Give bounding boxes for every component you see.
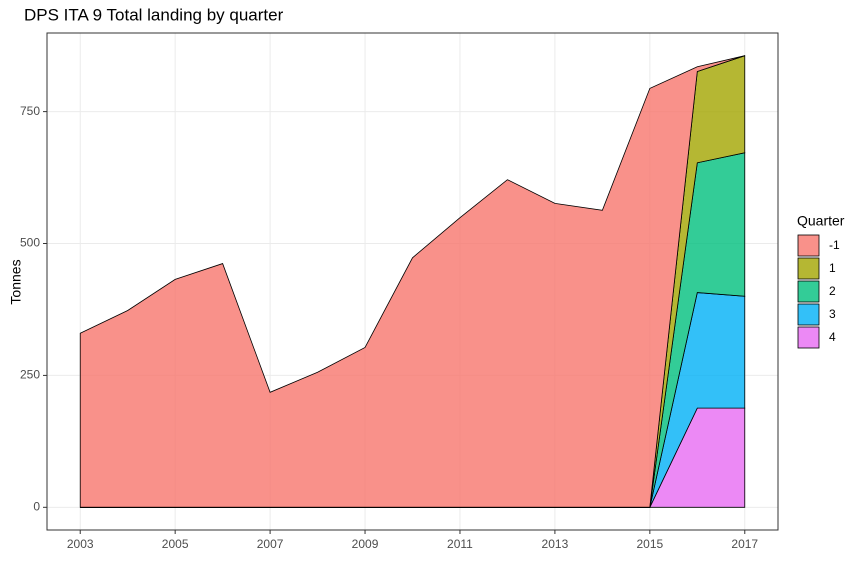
legend-title: Quarter (797, 213, 845, 229)
legend-key (797, 234, 820, 257)
plot-border (46, 32, 779, 531)
legend-key (797, 280, 820, 303)
x-tick-label: 2003 (67, 537, 94, 551)
legend-label: 3 (829, 307, 836, 321)
y-axis-title: Tonnes (8, 259, 24, 304)
x-tick-label: 2015 (636, 537, 663, 551)
area (79, 55, 745, 508)
x-tick-label: 2017 (731, 537, 758, 551)
legend-key (797, 326, 820, 349)
chart-title: DPS ITA 9 Total landing by quarter (24, 5, 284, 24)
x-tick-label: 2011 (447, 537, 473, 551)
legend-label: 1 (829, 261, 836, 275)
x-tick-label: 2005 (162, 537, 189, 551)
y-tick-label: 250 (20, 368, 40, 382)
x-tick-label: 2009 (352, 537, 379, 551)
legend-label: 4 (829, 330, 836, 344)
x-tick-label: 2007 (257, 537, 284, 551)
y-tick-label: 500 (20, 236, 40, 250)
y-tick-label: 0 (33, 499, 40, 513)
y-tick-label: 750 (20, 104, 40, 118)
legend-key (797, 257, 820, 280)
legend-key (797, 303, 820, 326)
legend-label: -1 (829, 238, 840, 252)
legend-label: 2 (829, 284, 836, 298)
x-tick-label: 2013 (542, 537, 569, 551)
